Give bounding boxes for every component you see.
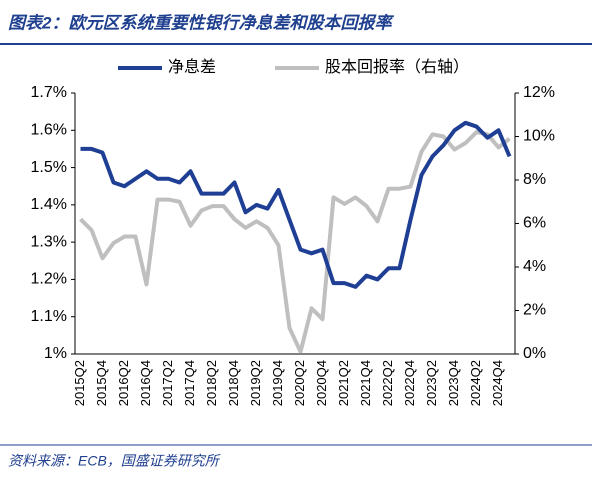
y-tick-label: 1.4% xyxy=(31,196,67,213)
y2-tick-label: 12% xyxy=(523,84,555,101)
series-line xyxy=(80,120,512,289)
y-tick-label: 1% xyxy=(44,345,67,362)
x-tick-label: 2022Q4 xyxy=(402,360,417,406)
y-tick-label: 1.5% xyxy=(31,159,67,176)
x-tick-label: 2021Q4 xyxy=(358,360,373,406)
y-tick-label: 1.1% xyxy=(31,308,67,325)
y-tick-label: 1.6% xyxy=(31,122,67,139)
x-tick-label: 2015Q2 xyxy=(72,360,87,406)
y2-tick-label: 10% xyxy=(523,128,555,145)
y2-tick-label: 4% xyxy=(523,258,546,275)
x-tick-label: 2020Q4 xyxy=(314,360,329,406)
y-tick-label: 1.3% xyxy=(31,233,67,250)
legend-label: 股本回报率（右轴） xyxy=(325,58,469,76)
y2-tick-label: 6% xyxy=(523,215,546,232)
legend-label: 净息差 xyxy=(168,58,216,76)
x-tick-label: 2015Q4 xyxy=(94,360,109,406)
x-tick-label: 2018Q2 xyxy=(204,360,219,406)
x-tick-label: 2019Q2 xyxy=(248,360,263,406)
source: 资料来源：ECB，国盛证券研究所 xyxy=(8,453,221,469)
x-tick-label: 2023Q4 xyxy=(446,360,461,406)
x-tick-label: 2017Q4 xyxy=(182,360,197,406)
x-tick-label: 2020Q2 xyxy=(292,360,307,406)
x-tick-label: 2024Q2 xyxy=(468,360,483,406)
x-tick-label: 2023Q2 xyxy=(424,360,439,406)
y-tick-label: 1.2% xyxy=(31,271,67,288)
y2-tick-label: 8% xyxy=(523,171,546,188)
y-tick-label: 1.7% xyxy=(31,84,67,101)
y2-tick-label: 0% xyxy=(523,345,546,362)
x-tick-label: 2022Q2 xyxy=(380,360,395,406)
x-tick-label: 2024Q4 xyxy=(490,360,505,406)
y2-tick-label: 2% xyxy=(523,302,546,319)
series-line xyxy=(79,130,511,354)
x-tick-label: 2017Q2 xyxy=(160,360,175,406)
x-tick-label: 2016Q4 xyxy=(138,360,153,406)
chart-title: 图表2：欧元区系统重要性银行净息差和股本回报率 xyxy=(8,13,394,32)
x-tick-label: 2019Q4 xyxy=(270,360,285,406)
x-tick-label: 2018Q4 xyxy=(226,360,241,406)
x-tick-label: 2016Q2 xyxy=(116,360,131,406)
x-tick-label: 2021Q2 xyxy=(336,360,351,406)
